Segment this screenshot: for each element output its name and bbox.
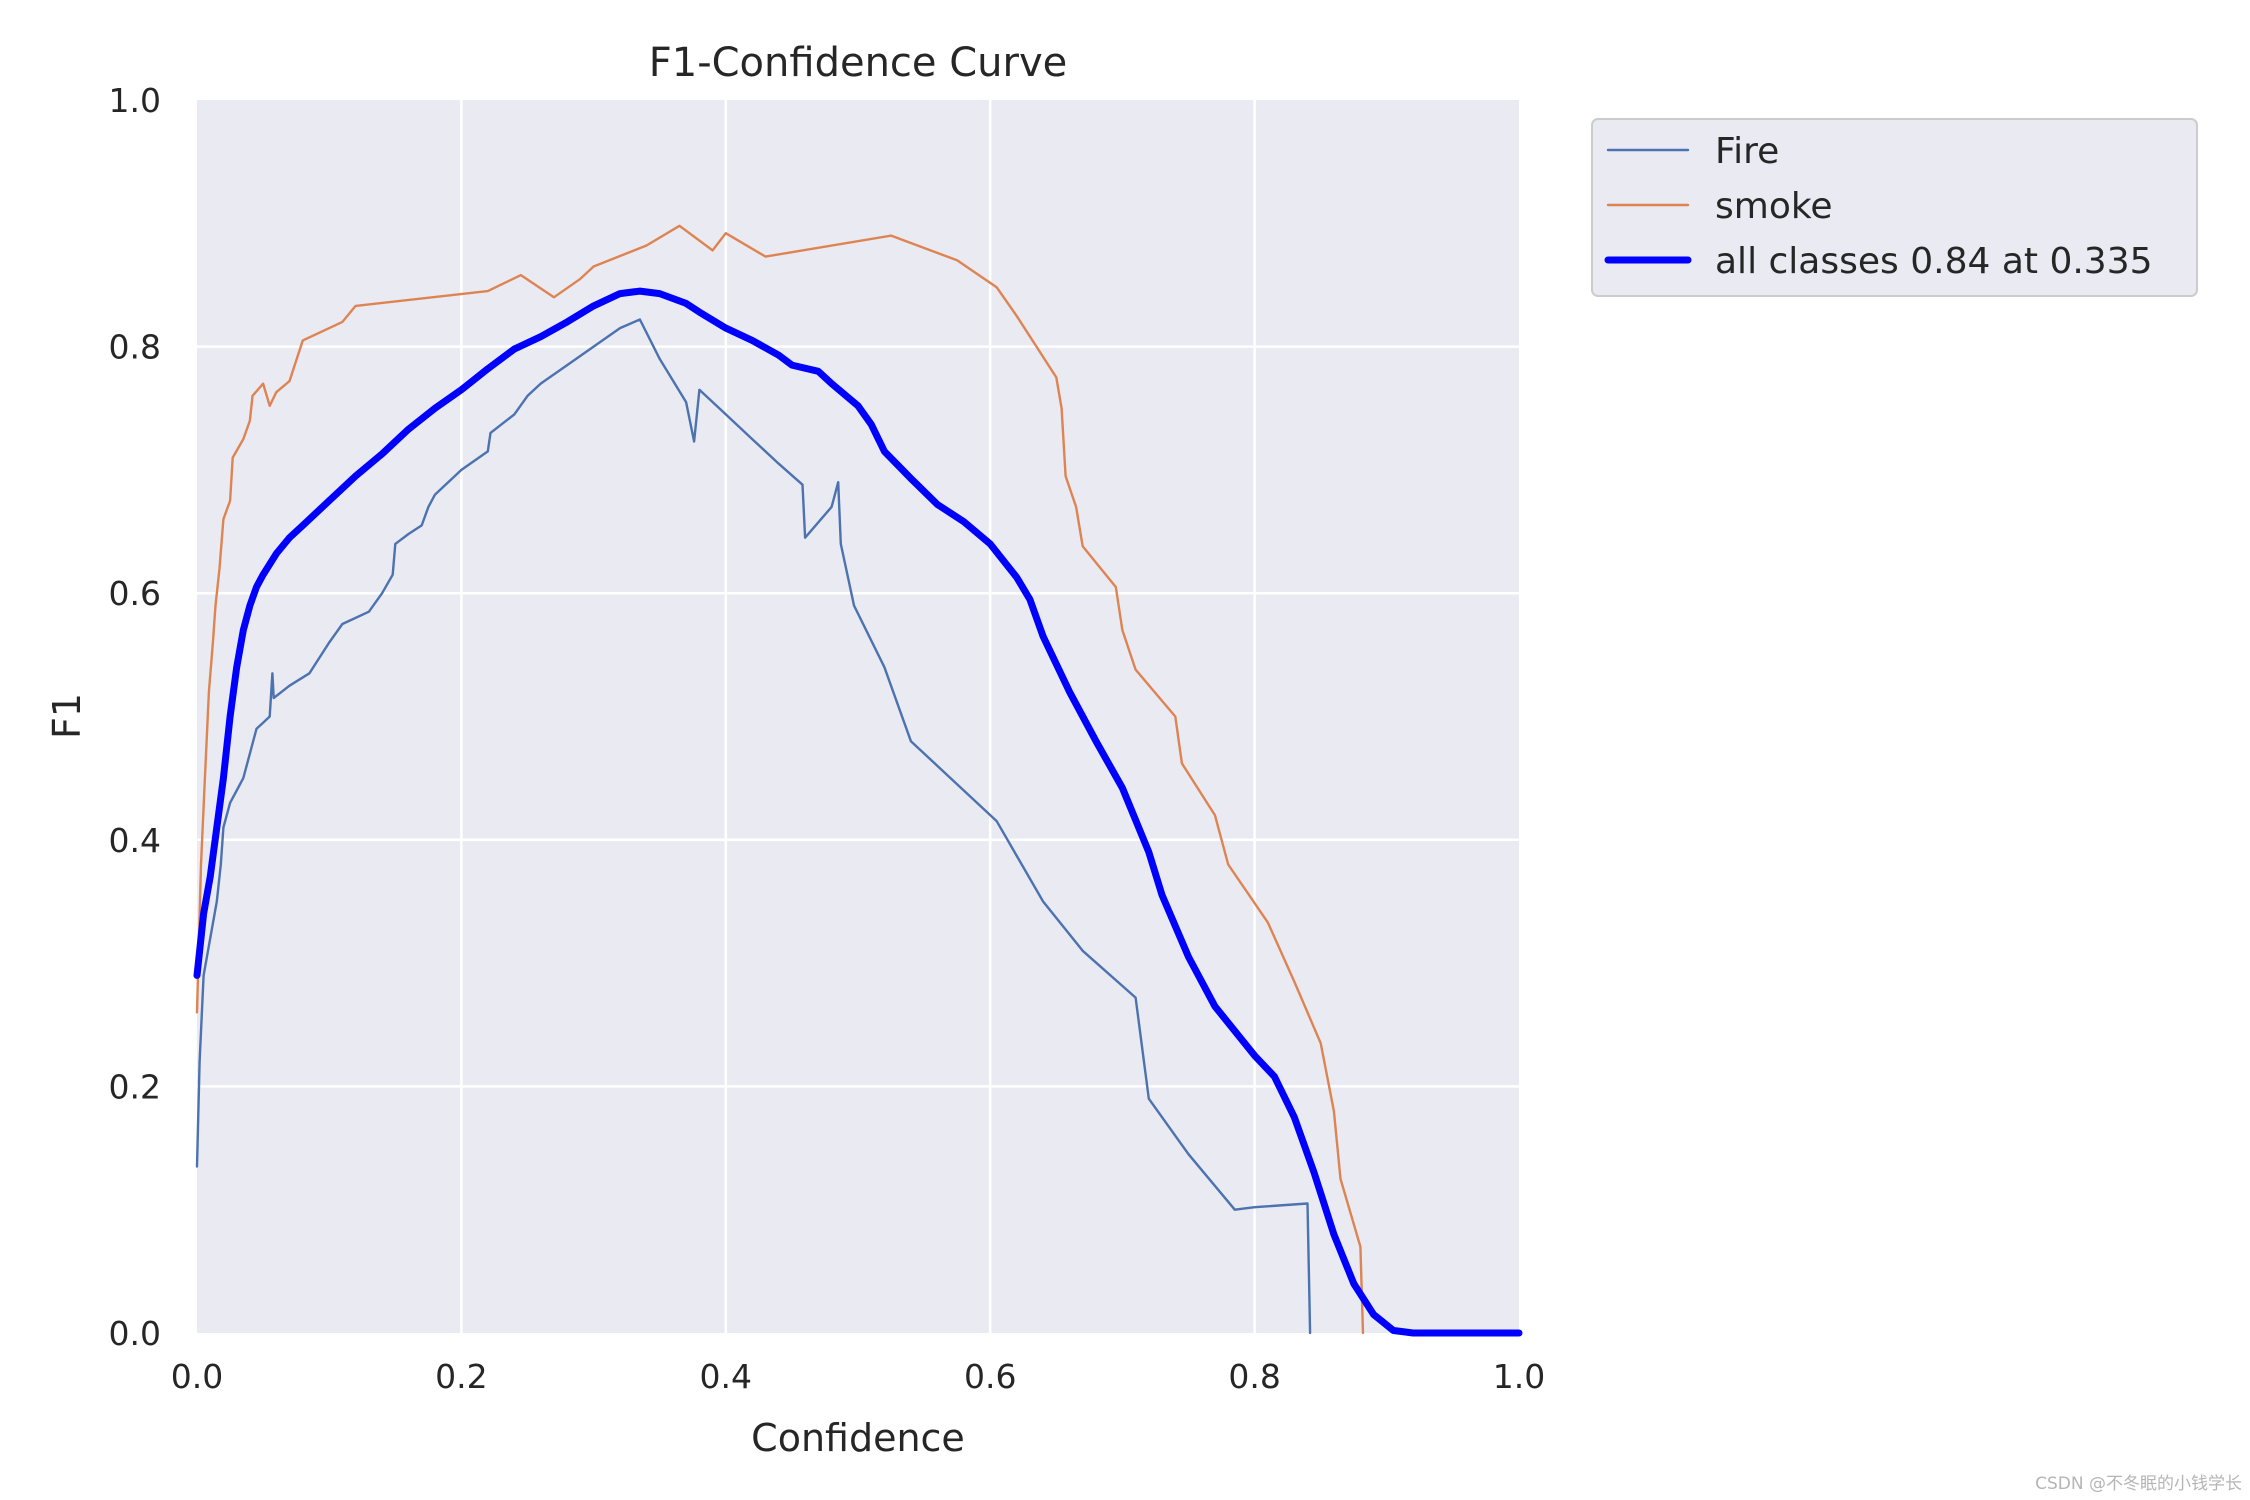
- x-tick-label: 0.4: [700, 1357, 752, 1396]
- x-axis-label: Confidence: [751, 1416, 965, 1460]
- legend-label: all classes 0.84 at 0.335: [1715, 241, 2153, 282]
- series-line-2: [195, 224, 1365, 1335]
- chart-title: F1-Confidence Curve: [649, 40, 1068, 86]
- plot-background: [197, 100, 1519, 1333]
- legend-label: Fire: [1715, 131, 1779, 172]
- x-tick-label: 0.2: [435, 1357, 487, 1396]
- y-tick-label: 1.0: [109, 81, 161, 120]
- series-line-1: [195, 318, 1312, 1335]
- y-tick-label: 0.8: [109, 328, 161, 367]
- legend-box: [1591, 118, 2198, 297]
- legend: Fire smoke all classes 0.84 at 0.335: [1591, 118, 2198, 297]
- x-tick-label: 0.8: [1228, 1357, 1280, 1396]
- y-tick-label: 0.6: [109, 574, 161, 613]
- y-axis-label: F1: [45, 693, 89, 739]
- x-tick-label: 1.0: [1493, 1357, 1545, 1396]
- grid-lines: [197, 100, 1519, 1333]
- series-line-3: [193, 287, 1523, 1337]
- x-tick-label: 0.0: [171, 1357, 223, 1396]
- x-tick-labels: 0.0 0.2 0.4 0.6 0.8 1.0: [171, 1357, 1545, 1396]
- y-tick-label: 0.4: [109, 821, 161, 860]
- series-layer: [193, 224, 1523, 1337]
- legend-label: smoke: [1715, 186, 1833, 227]
- watermark: CSDN @不冬眠的小钱学长: [2035, 1474, 2242, 1494]
- x-tick-label: 0.6: [964, 1357, 1016, 1396]
- y-tick-labels: 0.0 0.2 0.4 0.6 0.8 1.0: [109, 81, 161, 1353]
- y-tick-label: 0.2: [109, 1067, 161, 1106]
- y-tick-label: 0.0: [109, 1314, 161, 1353]
